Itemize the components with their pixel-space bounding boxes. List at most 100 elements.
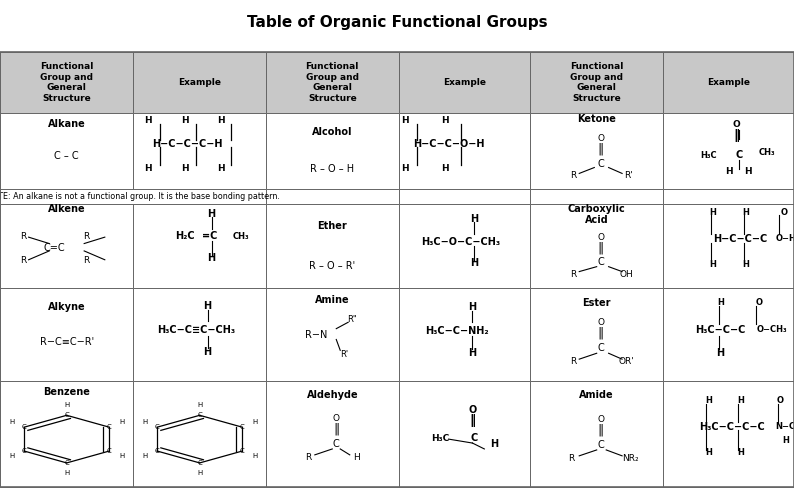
Text: H−C−C−O−H: H−C−C−O−H — [413, 139, 484, 149]
Text: H: H — [705, 448, 712, 458]
Text: C: C — [21, 448, 26, 454]
Text: C: C — [107, 424, 112, 430]
Text: H: H — [145, 116, 152, 125]
Text: Functional
Group and
General
Structure: Functional Group and General Structure — [306, 62, 359, 102]
Text: R: R — [569, 454, 574, 463]
Text: H: H — [491, 439, 499, 449]
Bar — [266, 113, 399, 189]
Text: OH: OH — [620, 270, 634, 279]
Text: R: R — [306, 453, 311, 462]
Text: Functional
Group and
General
Structure: Functional Group and General Structure — [570, 62, 623, 102]
Bar — [0, 113, 133, 189]
Bar — [399, 204, 530, 288]
Text: H: H — [252, 453, 257, 459]
Bar — [133, 189, 266, 204]
Text: ‖: ‖ — [333, 423, 339, 436]
Text: H: H — [197, 470, 202, 476]
Text: H: H — [716, 348, 725, 358]
Text: H: H — [742, 208, 750, 217]
Text: H: H — [468, 348, 476, 358]
Bar — [133, 204, 266, 288]
Bar — [399, 113, 530, 189]
Bar — [399, 288, 530, 381]
Text: H: H — [197, 402, 202, 408]
Text: Amine: Amine — [315, 295, 349, 305]
Text: C: C — [240, 448, 245, 454]
Text: R: R — [570, 171, 576, 181]
Text: C – C: C – C — [54, 151, 79, 161]
Text: R−N: R−N — [305, 330, 328, 339]
Text: H₃C−C−C−C: H₃C−C−C−C — [700, 422, 765, 432]
Text: C: C — [597, 343, 604, 353]
Text: O: O — [733, 120, 740, 129]
Text: H: H — [441, 116, 449, 125]
Text: R: R — [20, 232, 26, 241]
Text: H: H — [468, 303, 476, 312]
Text: H: H — [207, 253, 216, 263]
Text: R": R" — [347, 315, 357, 324]
Bar — [530, 189, 663, 204]
Text: OR': OR' — [619, 357, 634, 366]
Text: R−C≡C−R': R−C≡C−R' — [40, 337, 94, 347]
Text: O: O — [468, 404, 476, 415]
Text: Example: Example — [707, 78, 750, 87]
Text: Alcohol: Alcohol — [312, 126, 353, 137]
Text: =C: =C — [202, 231, 217, 241]
Text: H: H — [9, 453, 14, 459]
Text: C: C — [64, 460, 69, 466]
Bar — [266, 381, 399, 487]
Text: C: C — [155, 448, 160, 454]
Text: O: O — [781, 208, 788, 217]
Text: H: H — [218, 164, 225, 173]
Text: H: H — [142, 419, 148, 425]
Text: H: H — [441, 164, 449, 173]
Text: H: H — [705, 396, 712, 405]
Text: Amide: Amide — [580, 390, 614, 400]
Text: O−CH₃: O−CH₃ — [757, 325, 788, 334]
Text: H: H — [744, 167, 751, 177]
Text: O: O — [755, 298, 762, 307]
Text: Alkane: Alkane — [48, 119, 86, 129]
Text: H: H — [742, 260, 750, 269]
Text: H: H — [782, 435, 789, 445]
Text: H: H — [717, 298, 724, 307]
Text: O: O — [597, 318, 604, 327]
Text: H: H — [725, 167, 732, 177]
Text: R: R — [83, 256, 90, 265]
Text: C: C — [597, 257, 604, 267]
Bar — [0, 288, 133, 381]
Bar — [133, 52, 266, 113]
Text: O: O — [777, 396, 784, 405]
Text: H: H — [207, 209, 216, 219]
Text: ‖: ‖ — [734, 128, 739, 142]
Text: Ester: Ester — [583, 298, 611, 308]
Text: H: H — [737, 448, 744, 458]
Text: R: R — [570, 270, 576, 279]
Text: ‖: ‖ — [469, 414, 476, 427]
Text: C: C — [198, 460, 202, 466]
Text: R: R — [20, 256, 26, 265]
Text: H: H — [252, 419, 257, 425]
Text: Carboxylic: Carboxylic — [568, 204, 626, 214]
Text: O: O — [597, 134, 604, 144]
Bar — [266, 52, 399, 113]
Bar — [530, 288, 663, 381]
Bar — [0, 52, 794, 487]
Text: CH₃: CH₃ — [233, 232, 249, 241]
Text: ‖: ‖ — [598, 143, 603, 156]
Text: H: H — [182, 164, 189, 173]
Text: R': R' — [340, 350, 349, 359]
Text: H: H — [142, 453, 148, 459]
Text: Acid: Acid — [585, 215, 608, 225]
Text: H: H — [401, 164, 409, 173]
Text: Alkyne: Alkyne — [48, 303, 86, 312]
Bar — [0, 204, 133, 288]
Bar — [0, 381, 133, 487]
Text: H₃C: H₃C — [432, 433, 449, 443]
Bar — [530, 381, 663, 487]
Text: Ketone: Ketone — [577, 114, 616, 124]
Bar — [0, 52, 133, 113]
Text: H: H — [119, 453, 125, 459]
Bar — [399, 189, 530, 204]
Text: H₃C−C≡C−CH₃: H₃C−C≡C−CH₃ — [156, 325, 235, 335]
